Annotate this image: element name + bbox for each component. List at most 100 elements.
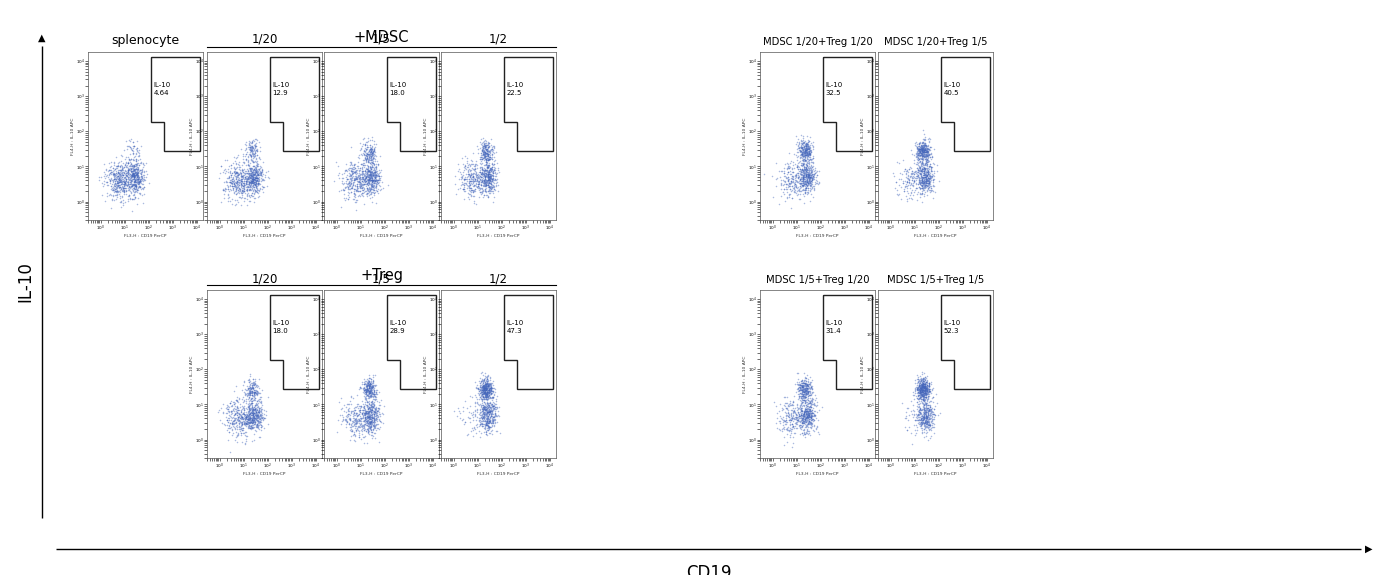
Point [360, 418, 383, 427]
Point [914, 147, 937, 156]
Point [458, 407, 480, 416]
Point [357, 387, 380, 396]
Point [364, 180, 387, 189]
Point [472, 143, 494, 152]
Point [121, 180, 144, 189]
Point [921, 415, 944, 424]
Point [796, 177, 818, 186]
Point [913, 381, 935, 390]
Point [345, 426, 367, 435]
Point [907, 381, 930, 390]
Point [237, 386, 260, 395]
Point [363, 409, 385, 418]
Point [793, 156, 815, 166]
Point [790, 404, 812, 413]
Point [120, 177, 142, 186]
Point [225, 167, 247, 176]
Point [473, 411, 496, 420]
Point [905, 413, 927, 422]
Point [896, 180, 919, 189]
Point [121, 150, 144, 159]
Point [475, 148, 497, 157]
Point [917, 170, 940, 179]
Point [917, 411, 940, 420]
Point [366, 419, 388, 428]
Point [244, 388, 267, 397]
Point [797, 403, 819, 412]
Point [916, 143, 938, 152]
Point [793, 387, 815, 396]
Point [903, 410, 926, 419]
Point [794, 147, 817, 156]
Point [476, 163, 498, 172]
Point [251, 421, 274, 431]
Point [799, 179, 821, 188]
Point [912, 416, 934, 425]
Point [356, 417, 378, 427]
Point [899, 181, 921, 190]
Point [913, 129, 935, 139]
Point [349, 163, 371, 172]
Point [459, 172, 482, 182]
Point [477, 179, 500, 189]
Point [98, 172, 120, 182]
Point [362, 402, 384, 412]
Point [479, 405, 501, 415]
Point [789, 411, 811, 420]
Point [794, 416, 817, 425]
Point [247, 408, 269, 417]
Point [225, 185, 247, 194]
Point [239, 192, 261, 201]
Point [96, 180, 119, 189]
Point [907, 415, 930, 424]
Point [472, 145, 494, 155]
Point [362, 393, 384, 402]
Point [797, 168, 819, 178]
Point [107, 161, 130, 170]
Point [919, 172, 941, 181]
Point [786, 168, 808, 178]
Point [793, 375, 815, 385]
Point [473, 382, 496, 391]
Point [780, 425, 803, 434]
Point [237, 166, 260, 175]
Point [225, 164, 247, 174]
Point [796, 413, 818, 422]
Point [801, 404, 824, 413]
Point [480, 388, 503, 397]
Point [469, 152, 491, 162]
Point [913, 383, 935, 392]
Point [776, 408, 799, 417]
Point [246, 173, 268, 182]
Point [363, 397, 385, 407]
Point [236, 416, 258, 426]
Point [133, 190, 155, 199]
Point [221, 400, 243, 409]
Point [219, 185, 242, 194]
Point [232, 182, 254, 191]
Point [359, 150, 381, 159]
Point [475, 155, 497, 164]
Point [794, 380, 817, 389]
Point [244, 409, 267, 419]
Point [790, 412, 812, 421]
Point [128, 172, 151, 182]
Point [754, 170, 776, 179]
Point [913, 388, 935, 397]
Point [794, 156, 817, 165]
Point [469, 163, 491, 172]
Point [914, 409, 937, 419]
Text: 1/2: 1/2 [489, 32, 508, 45]
Point [107, 181, 130, 190]
Point [475, 389, 497, 398]
Point [480, 174, 503, 183]
Point [350, 185, 373, 194]
Point [475, 408, 497, 417]
Point [484, 175, 507, 185]
Point [359, 380, 381, 389]
Point [230, 408, 253, 417]
Point [359, 388, 381, 397]
Point [359, 418, 381, 427]
Point [356, 416, 378, 425]
Point [910, 387, 933, 396]
